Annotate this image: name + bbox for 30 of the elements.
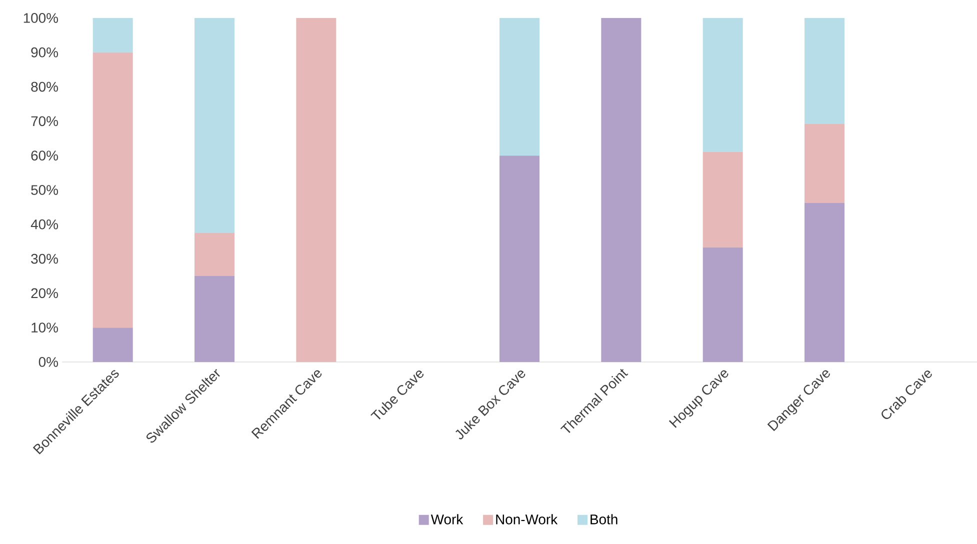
y-tick-label: 50% [31, 185, 58, 195]
bar [500, 18, 540, 156]
y-tick-label: 10% [32, 322, 58, 333]
y-tick-label: 80% [31, 82, 58, 92]
y-tick-label: 60% [31, 150, 58, 161]
bar [804, 18, 845, 124]
bar [804, 203, 845, 362]
bar [296, 18, 336, 362]
bar [702, 18, 743, 152]
y-tick-label: 0% [38, 357, 58, 367]
y-tick-label: 20% [31, 288, 58, 298]
bar [601, 18, 642, 362]
bar [702, 152, 743, 248]
bar [804, 124, 845, 204]
legend-label: Non-Work [496, 514, 558, 524]
y-tick-label: 40% [30, 219, 58, 230]
bar [194, 18, 235, 233]
y-tick-label: 30% [31, 254, 58, 264]
y-tick-label: 90% [31, 47, 58, 58]
y-tick-label: 100% [24, 13, 58, 23]
bar [194, 232, 235, 276]
bar [92, 328, 133, 362]
legend-label: Both [590, 514, 618, 524]
legend-label: Work [430, 514, 464, 524]
y-tick-label: 70% [31, 116, 58, 126]
bar [194, 276, 235, 362]
bar [702, 247, 743, 362]
bar [500, 156, 540, 362]
bar [92, 18, 133, 52]
bar [92, 52, 133, 328]
